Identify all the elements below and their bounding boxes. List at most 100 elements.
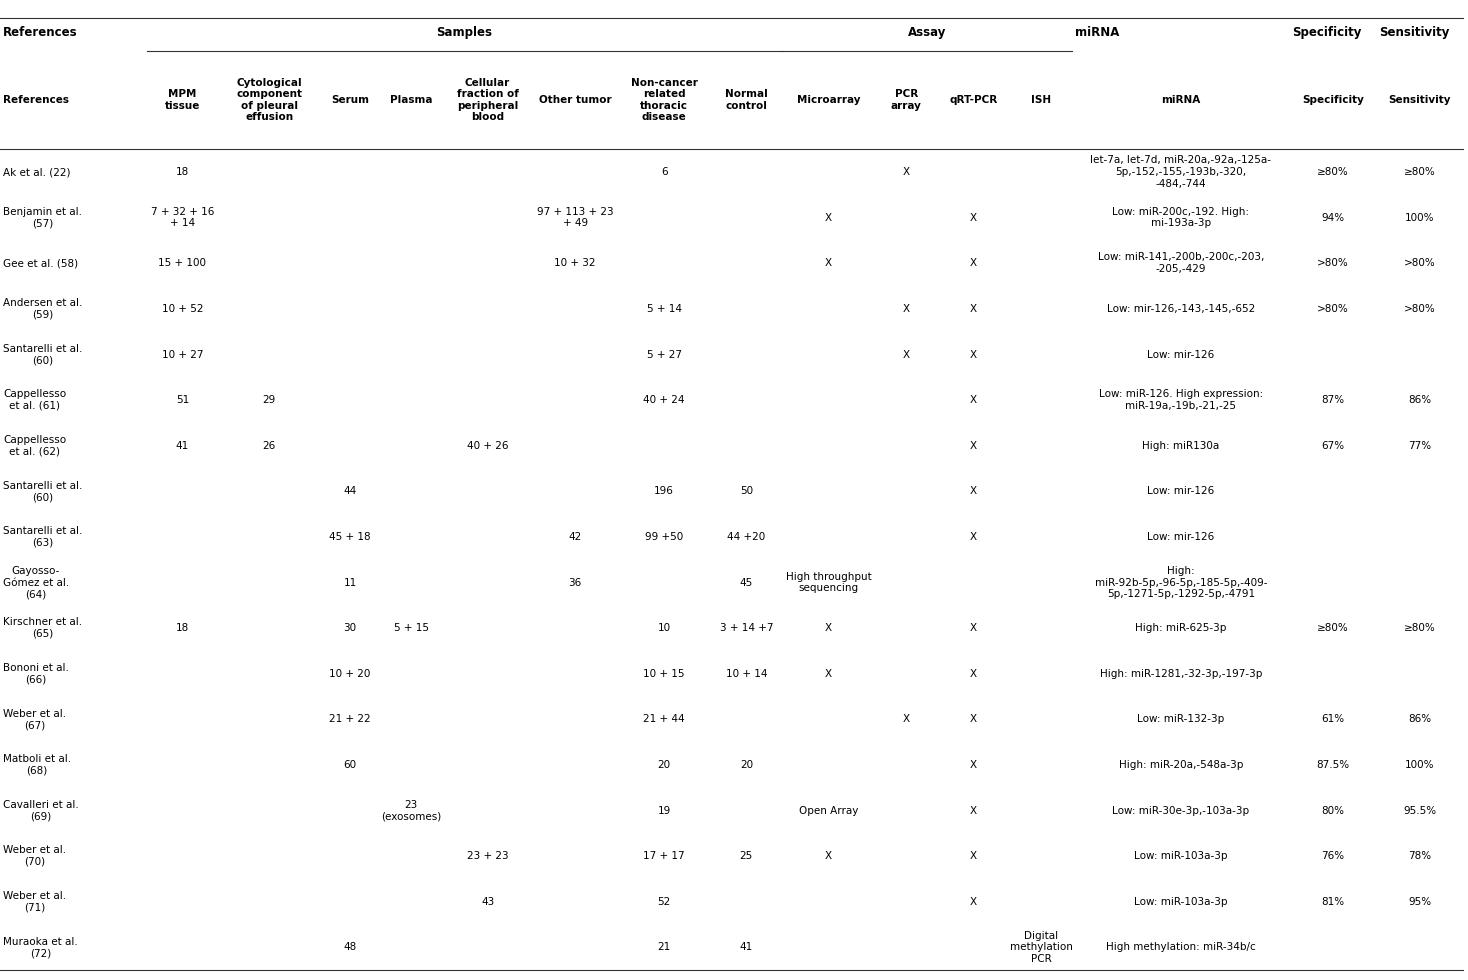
- Text: Low: miR-30e-3p,-103a-3p: Low: miR-30e-3p,-103a-3p: [1113, 806, 1249, 815]
- Text: 48: 48: [344, 943, 357, 953]
- Text: 3 + 14 +7: 3 + 14 +7: [719, 623, 774, 633]
- Text: X: X: [903, 167, 910, 177]
- Text: X: X: [970, 714, 978, 724]
- Text: X: X: [970, 213, 978, 222]
- Text: X: X: [970, 532, 978, 542]
- Text: 60: 60: [344, 760, 357, 770]
- Text: 87.5%: 87.5%: [1317, 760, 1349, 770]
- Text: High: miR-20a,-548a-3p: High: miR-20a,-548a-3p: [1119, 760, 1243, 770]
- Text: Weber et al.
(71): Weber et al. (71): [3, 891, 66, 912]
- Text: High methylation: miR-34b/c: High methylation: miR-34b/c: [1105, 943, 1255, 953]
- Text: High: miR-1281,-32-3p,-197-3p: High: miR-1281,-32-3p,-197-3p: [1100, 668, 1262, 679]
- Text: 26: 26: [263, 441, 276, 451]
- Text: Gee et al. (58): Gee et al. (58): [3, 259, 78, 269]
- Text: X: X: [970, 486, 978, 496]
- Text: MPM
tissue: MPM tissue: [164, 89, 200, 111]
- Text: References: References: [3, 26, 78, 39]
- Text: 81%: 81%: [1321, 897, 1345, 906]
- Text: 67%: 67%: [1321, 441, 1345, 451]
- Text: 41: 41: [176, 441, 189, 451]
- Text: Andersen et al.
(59): Andersen et al. (59): [3, 298, 82, 319]
- Text: Samples: Samples: [436, 26, 492, 39]
- Text: Normal
control: Normal control: [725, 89, 768, 111]
- Text: Low: miR-126. High expression:
miR-19a,-19b,-21,-25: Low: miR-126. High expression: miR-19a,-…: [1098, 389, 1262, 411]
- Text: Low: miR-103a-3p: Low: miR-103a-3p: [1135, 897, 1227, 906]
- Text: 7 + 32 + 16
+ 14: 7 + 32 + 16 + 14: [151, 207, 214, 228]
- Text: ≥80%: ≥80%: [1403, 167, 1436, 177]
- Text: Serum: Serum: [330, 95, 368, 105]
- Text: 76%: 76%: [1321, 852, 1345, 861]
- Text: Non-cancer
related
thoracic
disease: Non-cancer related thoracic disease: [631, 77, 697, 122]
- Text: 10 + 27: 10 + 27: [161, 350, 203, 360]
- Text: Sensitivity: Sensitivity: [1389, 95, 1450, 105]
- Text: ≥80%: ≥80%: [1317, 167, 1349, 177]
- Text: High: miR-625-3p: High: miR-625-3p: [1135, 623, 1227, 633]
- Text: >80%: >80%: [1403, 304, 1436, 314]
- Text: 45: 45: [740, 577, 753, 588]
- Text: Microarray: Microarray: [797, 95, 860, 105]
- Text: Cappellesso
et al. (62): Cappellesso et al. (62): [3, 435, 66, 457]
- Text: Cappellesso
et al. (61): Cappellesso et al. (61): [3, 389, 66, 411]
- Text: 23
(exosomes): 23 (exosomes): [382, 800, 442, 821]
- Text: 50: 50: [740, 486, 753, 496]
- Text: 61%: 61%: [1321, 714, 1345, 724]
- Text: ≥80%: ≥80%: [1317, 623, 1349, 633]
- Text: 25: 25: [740, 852, 753, 861]
- Text: qRT-PCR: qRT-PCR: [950, 95, 998, 105]
- Text: miRNA: miRNA: [1076, 26, 1120, 39]
- Text: X: X: [903, 350, 910, 360]
- Text: 29: 29: [263, 395, 276, 405]
- Text: High throughput
sequencing: High throughput sequencing: [785, 571, 872, 593]
- Text: X: X: [825, 852, 832, 861]
- Text: Muraoka et al.
(72): Muraoka et al. (72): [3, 937, 78, 958]
- Text: 10: 10: [658, 623, 671, 633]
- Text: 100%: 100%: [1405, 760, 1434, 770]
- Text: X: X: [970, 760, 978, 770]
- Text: Low: miR-103a-3p: Low: miR-103a-3p: [1135, 852, 1227, 861]
- Text: 99 +50: 99 +50: [644, 532, 683, 542]
- Text: Low: miR-200c,-192. High:
mi-193a-3p: Low: miR-200c,-192. High: mi-193a-3p: [1113, 207, 1249, 228]
- Text: let-7a, let-7d, miR-20a,-92a,-125a-
5p,-152,-155,-193b,-320,
-484,-744: let-7a, let-7d, miR-20a,-92a,-125a- 5p,-…: [1091, 156, 1271, 189]
- Text: Digital
methylation
PCR: Digital methylation PCR: [1010, 931, 1073, 964]
- Text: 5 + 15: 5 + 15: [393, 623, 429, 633]
- Text: 10 + 52: 10 + 52: [161, 304, 203, 314]
- Text: 86%: 86%: [1408, 714, 1431, 724]
- Text: Low: mir-126,-143,-145,-652: Low: mir-126,-143,-145,-652: [1107, 304, 1255, 314]
- Text: 42: 42: [568, 532, 581, 542]
- Text: Santarelli et al.
(60): Santarelli et al. (60): [3, 344, 82, 366]
- Text: 19: 19: [658, 806, 671, 815]
- Text: 6: 6: [661, 167, 668, 177]
- Text: 21 + 22: 21 + 22: [329, 714, 371, 724]
- Text: X: X: [970, 806, 978, 815]
- Text: 86%: 86%: [1408, 395, 1431, 405]
- Text: miRNA: miRNA: [1161, 95, 1201, 105]
- Text: 45 + 18: 45 + 18: [329, 532, 371, 542]
- Text: Cytological
component
of pleural
effusion: Cytological component of pleural effusio…: [236, 77, 302, 122]
- Text: Specificity: Specificity: [1302, 95, 1364, 105]
- Text: 20: 20: [740, 760, 753, 770]
- Text: 80%: 80%: [1321, 806, 1345, 815]
- Text: X: X: [825, 213, 832, 222]
- Text: Kirschner et al.
(65): Kirschner et al. (65): [3, 617, 82, 639]
- Text: X: X: [970, 350, 978, 360]
- Text: X: X: [903, 304, 910, 314]
- Text: 5 + 14: 5 + 14: [646, 304, 681, 314]
- Text: >80%: >80%: [1317, 259, 1349, 269]
- Text: Other tumor: Other tumor: [539, 95, 611, 105]
- Text: Low: miR-132-3p: Low: miR-132-3p: [1138, 714, 1224, 724]
- Text: 10 + 20: 10 + 20: [329, 668, 371, 679]
- Text: 41: 41: [740, 943, 753, 953]
- Text: 94%: 94%: [1321, 213, 1345, 222]
- Text: Matboli et al.
(68): Matboli et al. (68): [3, 755, 70, 776]
- Text: Specificity: Specificity: [1292, 26, 1362, 39]
- Text: X: X: [970, 395, 978, 405]
- Text: 196: 196: [655, 486, 674, 496]
- Text: PCR
array: PCR array: [891, 89, 922, 111]
- Text: 100%: 100%: [1405, 213, 1434, 222]
- Text: ≥80%: ≥80%: [1403, 623, 1436, 633]
- Text: X: X: [970, 852, 978, 861]
- Text: Low: miR-141,-200b,-200c,-203,
-205,-429: Low: miR-141,-200b,-200c,-203, -205,-429: [1098, 253, 1264, 274]
- Text: 95%: 95%: [1408, 897, 1431, 906]
- Text: 77%: 77%: [1408, 441, 1431, 451]
- Text: Plasma: Plasma: [390, 95, 433, 105]
